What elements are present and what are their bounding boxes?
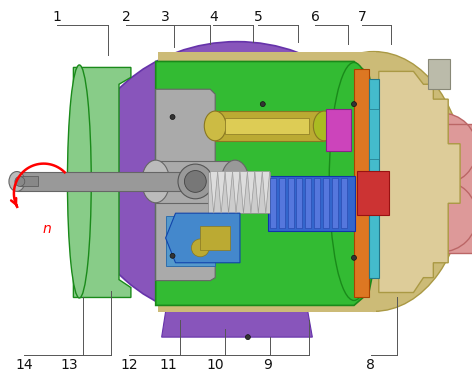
Text: 14: 14 <box>15 358 33 372</box>
Bar <box>305 178 311 228</box>
Polygon shape <box>73 68 131 297</box>
Ellipse shape <box>170 115 175 119</box>
Bar <box>369 79 379 278</box>
Ellipse shape <box>170 253 175 258</box>
Text: 4: 4 <box>209 10 218 24</box>
Ellipse shape <box>15 176 25 186</box>
Bar <box>268 176 355 231</box>
Text: 13: 13 <box>61 358 78 372</box>
Text: $n$: $n$ <box>42 222 52 236</box>
Polygon shape <box>240 172 247 213</box>
Ellipse shape <box>184 170 206 192</box>
Ellipse shape <box>79 42 395 321</box>
Polygon shape <box>201 226 230 250</box>
Ellipse shape <box>67 65 91 298</box>
Bar <box>158 51 376 312</box>
Bar <box>155 161 235 203</box>
Bar <box>297 178 302 228</box>
Bar <box>208 172 270 213</box>
Text: 6: 6 <box>311 10 320 24</box>
Text: 1: 1 <box>52 10 61 24</box>
Ellipse shape <box>260 101 265 107</box>
Text: 8: 8 <box>366 358 375 372</box>
Bar <box>326 109 351 151</box>
Text: 11: 11 <box>160 358 177 372</box>
Polygon shape <box>247 172 255 213</box>
Bar <box>323 178 329 228</box>
Polygon shape <box>262 172 270 213</box>
Bar <box>332 178 338 228</box>
Text: 2: 2 <box>121 10 130 24</box>
Bar <box>270 178 276 228</box>
Bar <box>314 178 320 228</box>
Bar <box>20 176 38 186</box>
Ellipse shape <box>178 164 213 199</box>
Ellipse shape <box>313 111 335 141</box>
Ellipse shape <box>352 101 356 107</box>
Ellipse shape <box>221 160 249 203</box>
Bar <box>428 59 450 89</box>
Bar <box>341 178 347 228</box>
Polygon shape <box>233 172 240 213</box>
Polygon shape <box>155 89 215 280</box>
Polygon shape <box>155 62 374 305</box>
Polygon shape <box>225 172 233 213</box>
Bar <box>279 178 284 228</box>
Ellipse shape <box>204 111 226 141</box>
Bar <box>406 124 474 253</box>
Bar <box>357 170 389 215</box>
Polygon shape <box>218 172 225 213</box>
Bar <box>369 109 379 159</box>
Polygon shape <box>165 216 215 266</box>
Ellipse shape <box>246 335 250 339</box>
Text: 10: 10 <box>206 358 224 372</box>
Bar <box>17 172 235 191</box>
Bar <box>406 124 474 253</box>
Text: 12: 12 <box>120 358 138 372</box>
Polygon shape <box>165 213 240 263</box>
Bar <box>215 111 324 141</box>
Polygon shape <box>162 292 312 337</box>
Bar <box>288 178 293 228</box>
Ellipse shape <box>406 113 474 184</box>
Polygon shape <box>255 172 262 213</box>
Bar <box>225 118 310 134</box>
Text: 7: 7 <box>357 10 366 24</box>
Ellipse shape <box>329 62 379 300</box>
Text: 3: 3 <box>161 10 170 24</box>
Text: 9: 9 <box>263 358 272 372</box>
Ellipse shape <box>191 239 209 257</box>
Ellipse shape <box>406 181 474 252</box>
Polygon shape <box>379 71 460 292</box>
Ellipse shape <box>352 256 356 260</box>
Ellipse shape <box>9 172 25 191</box>
Polygon shape <box>210 172 218 213</box>
Ellipse shape <box>282 51 465 311</box>
Bar <box>354 69 369 297</box>
Ellipse shape <box>142 160 170 203</box>
Text: 5: 5 <box>254 10 262 24</box>
